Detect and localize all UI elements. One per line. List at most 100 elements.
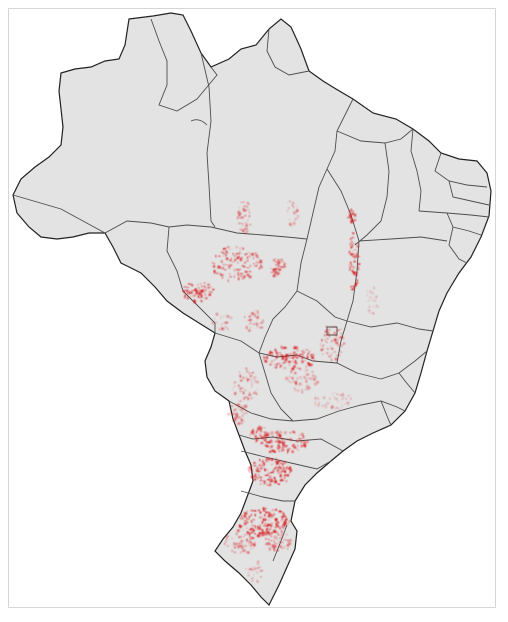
hotspot-patch bbox=[259, 483, 262, 485]
hotspot-patch bbox=[246, 531, 249, 534]
hotspot-patch bbox=[215, 255, 217, 258]
hotspot-patch bbox=[323, 396, 326, 399]
hotspot-patch bbox=[262, 507, 265, 511]
hotspot-patch bbox=[262, 459, 264, 463]
hotspot-patch bbox=[247, 467, 249, 471]
hotspot-patch bbox=[267, 432, 270, 435]
hotspot-patch bbox=[255, 431, 258, 434]
hotspot-patch bbox=[296, 209, 299, 212]
hotspot-patch bbox=[239, 212, 242, 215]
hotspot-patch bbox=[275, 264, 278, 266]
hotspot-patch bbox=[259, 476, 263, 479]
hotspot-patch bbox=[271, 516, 273, 518]
hotspot-patch bbox=[266, 469, 268, 471]
hotspot-patch bbox=[275, 437, 278, 439]
hotspot-patch bbox=[260, 576, 263, 578]
hotspot-patch bbox=[279, 537, 282, 539]
hotspot-patch bbox=[245, 527, 248, 529]
hotspot-patch bbox=[313, 353, 315, 357]
hotspot-patch bbox=[249, 540, 251, 543]
hotspot-patch bbox=[270, 433, 272, 435]
hotspot-patch bbox=[255, 323, 259, 325]
hotspot-patch bbox=[266, 531, 270, 534]
hotspot-patch bbox=[256, 438, 259, 441]
hotspot-patch bbox=[337, 342, 339, 345]
hotspot-patch bbox=[350, 221, 353, 224]
hotspot-patch bbox=[244, 514, 247, 518]
hotspot-patch bbox=[253, 461, 255, 465]
hotspot-patch bbox=[355, 272, 358, 273]
hotspot-patch bbox=[234, 545, 237, 549]
hotspot-patch bbox=[270, 431, 274, 435]
hotspot-patch bbox=[236, 529, 240, 532]
hotspot-patch bbox=[238, 406, 240, 408]
hotspot-patch bbox=[201, 300, 203, 303]
hotspot-patch bbox=[257, 525, 259, 529]
hotspot-patch bbox=[245, 411, 248, 414]
hotspot-patch bbox=[273, 548, 276, 552]
hotspot-patch bbox=[243, 261, 246, 264]
hotspot-patch bbox=[207, 283, 210, 286]
hotspot-patch bbox=[238, 384, 240, 387]
hotspot-patch bbox=[195, 292, 198, 295]
hotspot-patch bbox=[277, 434, 280, 435]
hotspot-patch bbox=[272, 547, 276, 550]
hotspot-patch bbox=[235, 381, 237, 383]
hotspot-patch bbox=[258, 470, 261, 472]
hotspot-patch bbox=[228, 266, 231, 269]
hotspot-patch bbox=[292, 360, 294, 363]
hotspot-patch bbox=[239, 525, 243, 528]
hotspot-patch bbox=[275, 524, 278, 528]
hotspot-patch bbox=[260, 321, 264, 324]
hotspot-patch bbox=[241, 387, 243, 390]
hotspot-patch bbox=[262, 462, 266, 465]
hotspot-patch bbox=[318, 401, 320, 405]
hotspot-patch bbox=[287, 452, 288, 454]
hotspot-patch bbox=[369, 290, 372, 293]
hotspot-patch bbox=[324, 330, 327, 333]
hotspot-patch bbox=[257, 312, 259, 316]
hotspot-patch bbox=[240, 422, 243, 425]
hotspot-patch bbox=[233, 551, 237, 554]
hotspot-patch bbox=[328, 334, 331, 338]
hotspot-patch bbox=[223, 264, 226, 266]
hotspot-patch bbox=[309, 387, 311, 389]
hotspot-patch bbox=[252, 323, 256, 326]
hotspot-patch bbox=[230, 405, 233, 407]
hotspot-patch bbox=[350, 397, 352, 400]
hotspot-patch bbox=[239, 371, 241, 373]
hotspot-patch bbox=[191, 290, 193, 294]
hotspot-patch bbox=[191, 284, 194, 287]
hotspot-patch bbox=[299, 353, 302, 356]
hotspot-patch bbox=[237, 422, 241, 425]
hotspot-patch bbox=[294, 360, 297, 363]
hotspot-patch bbox=[275, 441, 278, 442]
hotspot-patch bbox=[289, 543, 292, 545]
hotspot-patch bbox=[249, 264, 251, 268]
hotspot-patch bbox=[305, 385, 307, 387]
hotspot-patch bbox=[235, 253, 238, 256]
hotspot-patch bbox=[262, 518, 265, 521]
hotspot-patch bbox=[188, 283, 192, 285]
hotspot-patch bbox=[274, 478, 276, 481]
hotspot-patch bbox=[246, 510, 248, 513]
hotspot-patch bbox=[298, 383, 300, 387]
hotspot-patch bbox=[230, 414, 233, 415]
hotspot-patch bbox=[259, 479, 263, 482]
hotspot-patch bbox=[219, 273, 221, 276]
hotspot-patch bbox=[242, 229, 245, 233]
hotspot-patch bbox=[280, 526, 282, 529]
hotspot-patch bbox=[254, 381, 258, 383]
hotspot-patch bbox=[285, 353, 288, 357]
hotspot-patch bbox=[243, 533, 247, 536]
hotspot-patch bbox=[246, 260, 249, 262]
hotspot-patch bbox=[271, 524, 273, 527]
hotspot-patch bbox=[211, 321, 214, 324]
hotspot-patch bbox=[280, 478, 283, 480]
hotspot-patch bbox=[238, 279, 239, 281]
hotspot-patch bbox=[280, 535, 284, 537]
hotspot-patch bbox=[291, 204, 294, 207]
hotspot-patch bbox=[352, 232, 355, 235]
hotspot-patch bbox=[283, 462, 285, 465]
hotspot-patch bbox=[260, 265, 263, 269]
